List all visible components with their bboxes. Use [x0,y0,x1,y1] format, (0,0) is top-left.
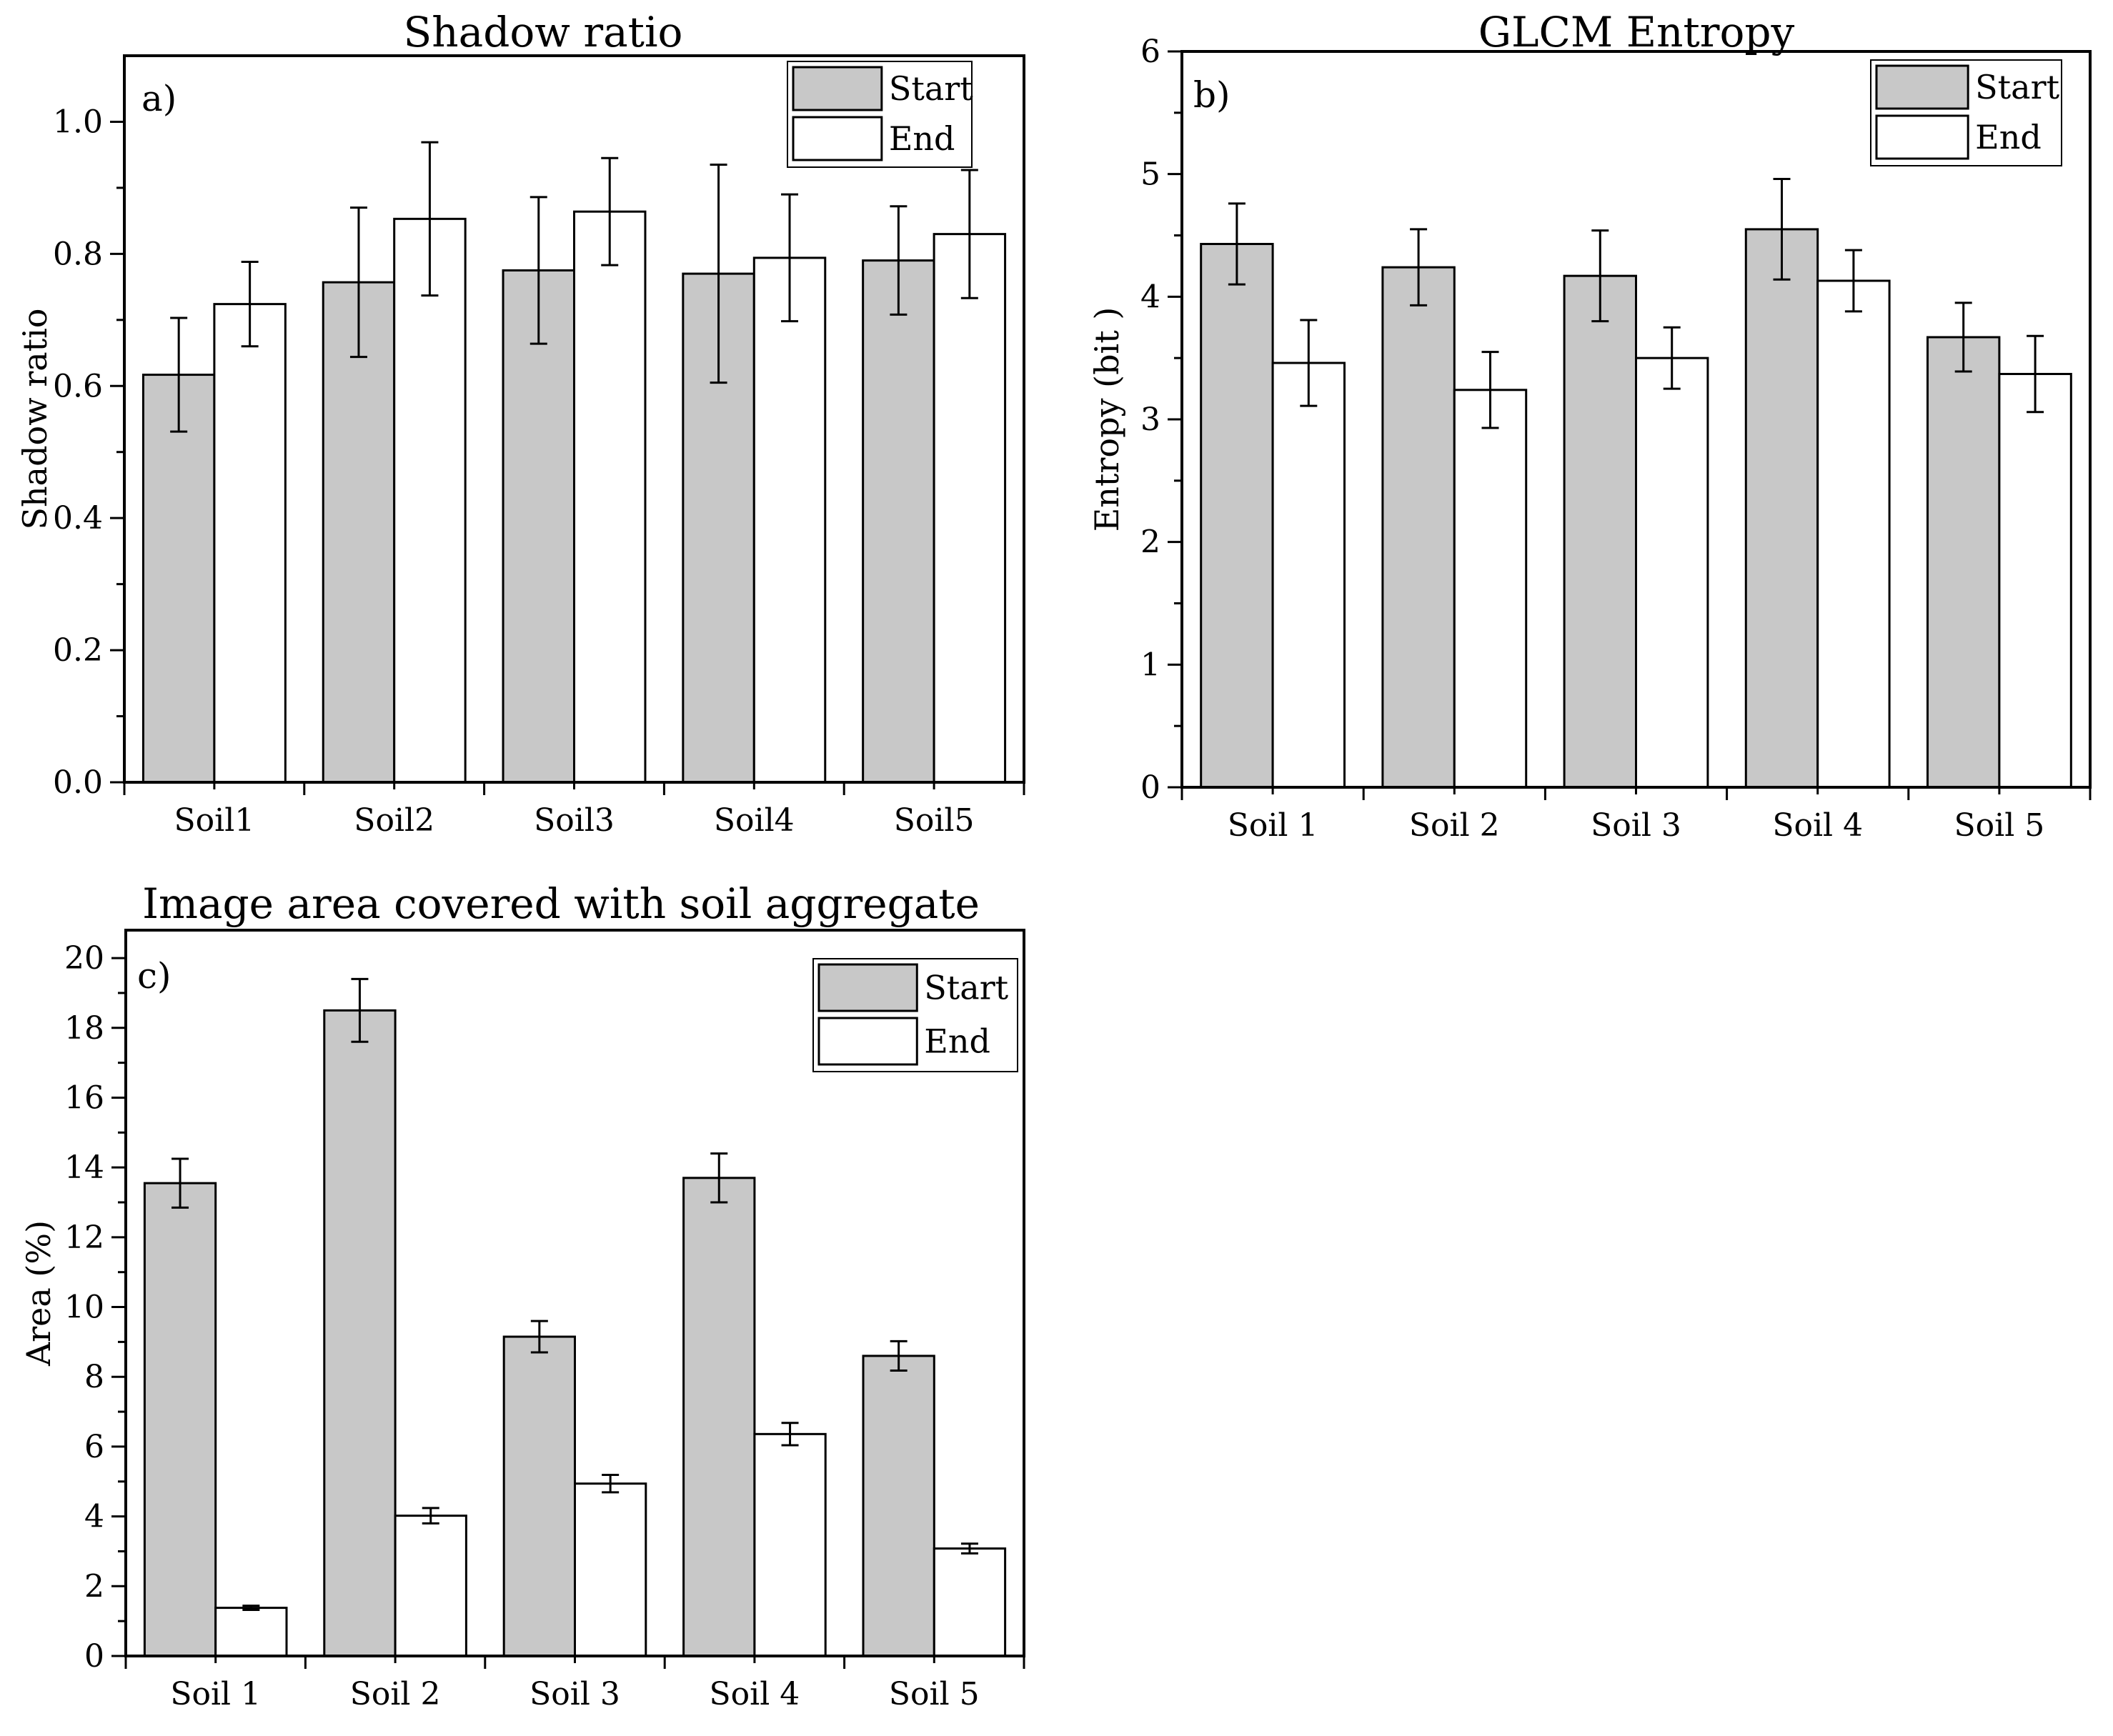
x-tick-label: Soil2 [354,802,434,839]
x-tick-label: Soil 4 [1772,807,1863,844]
x-tick-label: Soil 2 [1409,807,1500,844]
y-tick-label: 8 [84,1359,104,1395]
bar-end-5 [933,233,1007,784]
x-tick-label: Soil3 [534,802,615,839]
y-tick-label: 2 [1140,524,1160,561]
y-tick-label: 1 [1140,647,1160,683]
y-tick-label: 20 [64,940,104,977]
bar-end-4 [753,1432,827,1657]
bar-end-2 [393,217,467,784]
y-tick-label: 0 [1140,769,1160,806]
bar-end-4 [752,256,827,784]
y-tick-label: 6 [1140,34,1160,70]
y-tick-label: 0 [84,1638,104,1675]
bar-start-5 [862,259,935,784]
legend-swatch-start [792,66,883,111]
y-tick-label: 2 [84,1568,104,1605]
y-tick-label: 4 [1140,279,1160,315]
bar-end-2 [1453,389,1528,789]
legend-swatch-end [1875,114,1969,160]
x-tick-label: Soil4 [714,802,795,839]
y-axis-label: Entropy (bit ) [1088,307,1126,532]
x-tick-label: Soil5 [894,802,975,839]
chart-panel-2: 0 1 2 3 4 5 6 Soil 1 Soil 2 Soil 3 Soil 4 Soil 5 GLC… [1088,8,2092,844]
y-axis-label: Area (%) [19,1220,58,1367]
legend-label-end: End [1975,118,2042,156]
x-tick-label: Soil 5 [1954,807,2045,844]
y-tick-label: 1.0 [53,104,103,140]
bar-end-5 [1998,372,2072,789]
x-tick-label: Soil 1 [170,1676,261,1712]
x-tick-label: Soil 5 [889,1676,980,1712]
y-tick-label: 0.4 [53,500,103,537]
x-tick-label: Soil 2 [350,1676,441,1712]
legend-label-end: End [924,1022,990,1061]
bar-start-3 [1563,274,1638,789]
chart-panel-3: 0 2 4 6 8 10 12 14 16 18 20 Soil 1 Soil 2 Soil 3 Soil … [19,879,1025,1712]
bar-start-2 [322,281,396,784]
bar-end-4 [1816,279,1891,789]
y-tick-label: 0.0 [53,764,103,801]
bar-end-3 [574,1482,647,1657]
y-tick-label: 14 [64,1149,104,1186]
panel-label: a) [141,78,177,119]
bar-end-3 [1635,356,1709,789]
bar-end-3 [573,210,647,784]
y-axis-label: Shadow ratio [16,308,54,529]
chart-title: Image area covered with soil aggregate [142,879,980,928]
legend: Start End [1870,59,2062,166]
bar-end-1 [213,303,287,784]
panel-label: b) [1193,74,1230,116]
legend-label-start: Start [1975,68,2059,106]
legend-label-start: Start [924,969,1008,1007]
legend-label-start: Start [889,69,973,108]
legend-label-end: End [889,119,955,158]
bar-start-2 [1381,266,1456,789]
x-tick-label: Soil 3 [1591,807,1681,844]
bar-end-1 [1271,361,1346,789]
bar-start-2 [323,1009,397,1657]
legend: Start End [812,958,1018,1072]
bar-start-1 [143,1182,217,1657]
bar-start-5 [1926,336,2001,789]
bar-start-4 [682,1177,756,1657]
y-tick-label: 3 [1140,401,1160,438]
bar-end-1 [214,1607,288,1657]
y-tick-label: 16 [64,1079,104,1116]
bar-start-1 [1200,243,1274,789]
bar-start-3 [502,1335,577,1657]
y-tick-label: 5 [1140,156,1160,193]
legend-swatch-start [817,963,918,1012]
bar-start-4 [1744,228,1819,789]
x-tick-label: Soil 4 [710,1676,800,1712]
chart-title: Shadow ratio [404,8,683,56]
legend-swatch-end [817,1017,918,1066]
bar-start-1 [141,374,216,784]
x-tick-label: Soil1 [174,802,255,839]
chart-title: GLCM Entropy [1478,8,1795,56]
y-tick-label: 6 [84,1429,104,1465]
bar-end-2 [394,1515,467,1657]
panel-label: c) [137,955,171,997]
bar-start-3 [502,269,575,784]
x-tick-label: Soil 3 [530,1676,620,1712]
y-tick-label: 0.2 [53,632,103,669]
y-tick-label: 4 [84,1499,104,1535]
y-tick-label: 0.8 [53,236,103,272]
y-tick-label: 10 [64,1289,104,1326]
y-tick-label: 18 [64,1010,104,1047]
y-tick-label: 12 [64,1219,104,1256]
bar-end-5 [933,1547,1007,1657]
x-tick-label: Soil 1 [1228,807,1318,844]
legend-swatch-start [1875,64,1969,110]
bar-start-5 [862,1355,935,1657]
legend-swatch-end [792,116,883,161]
legend: Start End [787,61,973,168]
chart-panel-1: 0.0 0.2 0.4 0.6 0.8 1.0 Soil1 Soil2 Soil3 Soil4 So… [16,8,1025,839]
y-tick-label: 0.6 [53,368,103,404]
